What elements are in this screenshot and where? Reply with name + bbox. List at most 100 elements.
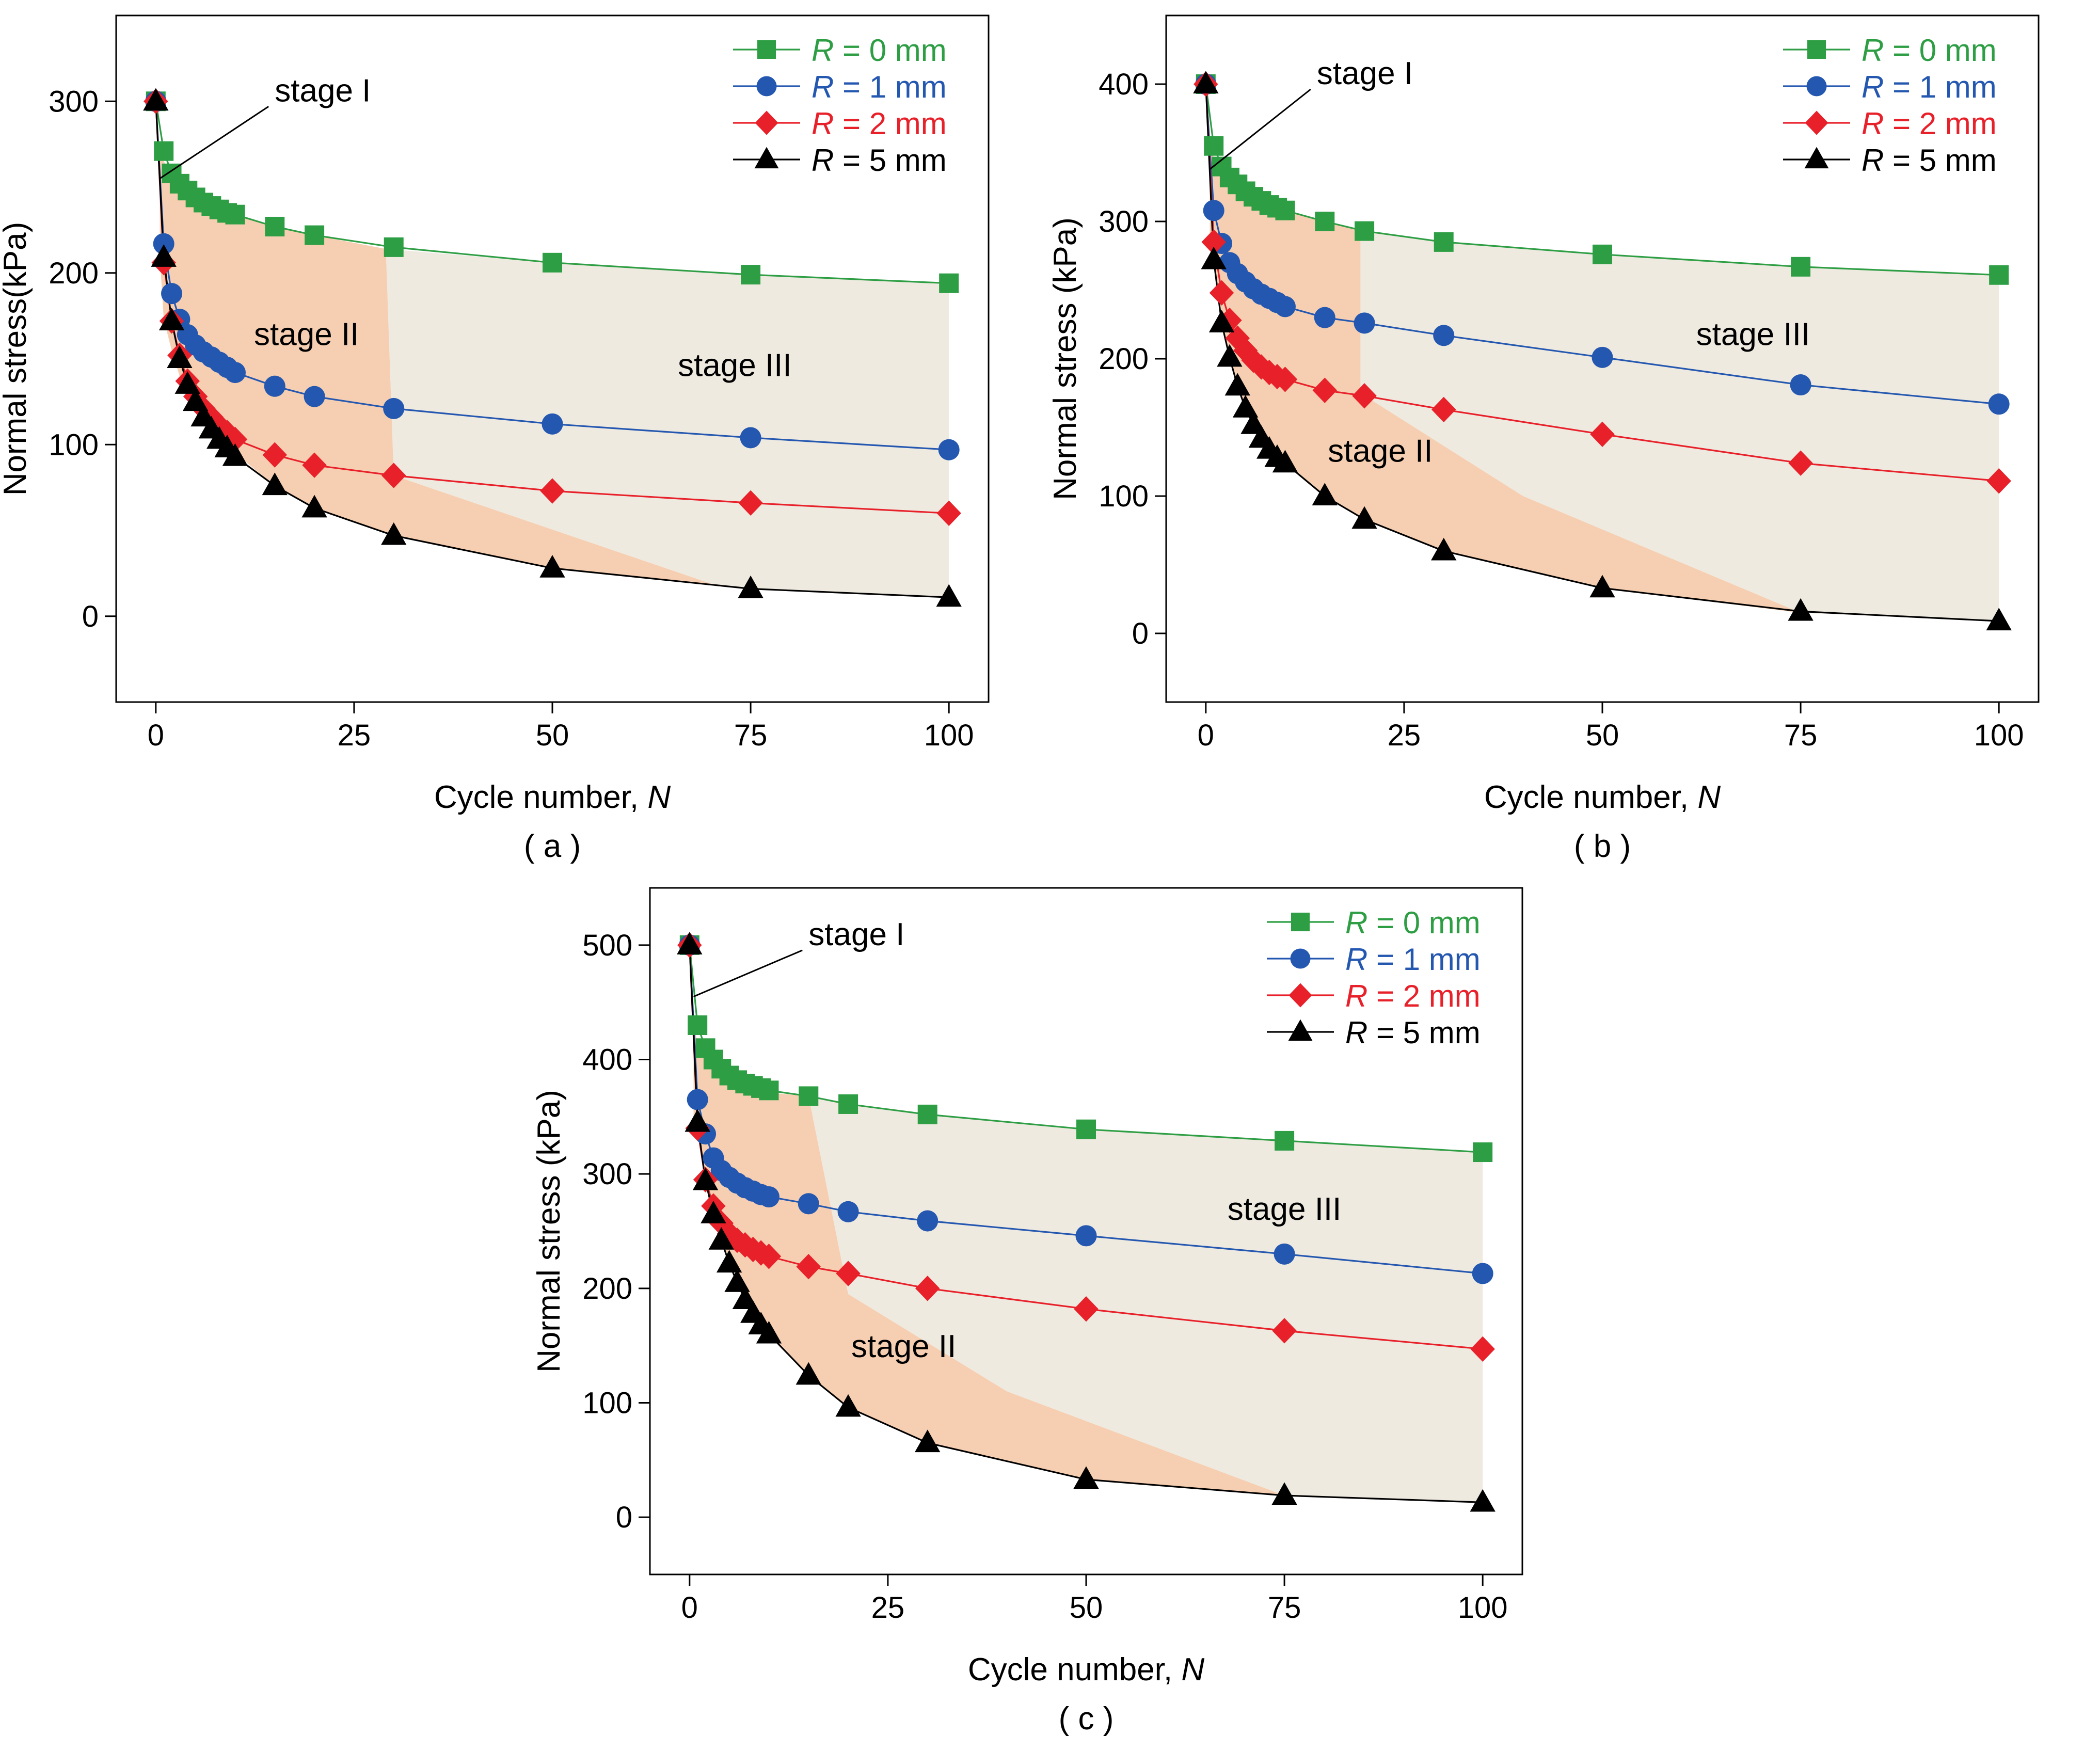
x-tick-label-b-2: 50 bbox=[1586, 719, 1619, 752]
legend-entry-b-1: R = 1 mm bbox=[1783, 70, 1997, 104]
legend-label-unit-c-0: = 0 mm bbox=[1367, 905, 1480, 940]
data-point-a-0-15 bbox=[741, 265, 761, 285]
data-point-c-0-12 bbox=[838, 1094, 858, 1114]
legend-label-c-2: R = 2 mm bbox=[1345, 979, 1481, 1013]
stage1-label-c: stage I bbox=[808, 917, 904, 952]
chart-b-svg: 0 25 50 75 100 0 100 200 300 400 Cycle number, N No… bbox=[1047, 14, 2040, 864]
data-point-b-2-12 bbox=[1352, 383, 1377, 409]
legend-label-var-b-0: R bbox=[1862, 33, 1884, 68]
data-point-a-3-5 bbox=[182, 388, 209, 411]
data-point-a-1-11 bbox=[264, 375, 285, 397]
data-point-b-2-1 bbox=[1201, 229, 1226, 255]
chart-a-svg: 0 25 50 75 100 0 100 200 300 Cycle number, N Norma… bbox=[0, 14, 990, 864]
legend-entry-a-2: R = 2 mm bbox=[733, 106, 947, 141]
panel-label-b: ( b ) bbox=[1574, 829, 1631, 864]
data-point-b-3-15 bbox=[1788, 598, 1813, 621]
legend-label-unit-b-0: = 0 mm bbox=[1884, 33, 1996, 68]
data-point-b-0-11 bbox=[1315, 212, 1335, 231]
data-point-a-3-10 bbox=[222, 443, 248, 466]
x-axis-label-var-a: N bbox=[647, 779, 671, 815]
stage3-region-a bbox=[386, 249, 949, 598]
data-point-b-1-12 bbox=[1354, 312, 1375, 334]
data-point-c-1-14 bbox=[1075, 1225, 1097, 1247]
data-point-a-3-15 bbox=[738, 575, 763, 598]
stage2-region-c bbox=[693, 1025, 1285, 1495]
data-point-a-2-13 bbox=[381, 463, 406, 488]
legend-label-var-a-1: R bbox=[812, 70, 834, 104]
data-point-a-1-13 bbox=[383, 397, 405, 419]
x-tick-label-c-3: 75 bbox=[1268, 1591, 1301, 1625]
legend-label-unit-c-2: = 2 mm bbox=[1367, 979, 1480, 1013]
data-point-b-3-4 bbox=[1224, 373, 1250, 396]
legend-label-var-b-1: R bbox=[1862, 70, 1884, 104]
data-point-c-0-14 bbox=[1076, 1119, 1096, 1139]
legend-label-a-1: R = 1 mm bbox=[812, 70, 947, 104]
data-point-b-0-12 bbox=[1355, 221, 1375, 241]
legend-entry-a-3: R = 5 mm bbox=[733, 143, 947, 178]
data-point-c-3-16 bbox=[1470, 1489, 1496, 1512]
y-tick-label-c-5: 500 bbox=[582, 929, 632, 962]
legend-label-unit-c-1: = 1 mm bbox=[1367, 942, 1480, 977]
data-point-c-1-15 bbox=[1274, 1243, 1295, 1265]
legend-entry-c-1: R = 1 mm bbox=[1267, 942, 1481, 977]
legend-marker-a-0 bbox=[757, 40, 776, 59]
data-point-c-2-13 bbox=[915, 1276, 940, 1301]
legend-entry-c-2: R = 2 mm bbox=[1267, 979, 1481, 1013]
legend-entry-a-1: R = 1 mm bbox=[733, 70, 947, 104]
data-point-a-1-1 bbox=[153, 233, 174, 254]
data-point-c-3-12 bbox=[835, 1394, 861, 1417]
data-point-b-2-2 bbox=[1209, 280, 1234, 306]
stage2-label-a: stage II bbox=[254, 316, 359, 352]
legend-entry-c-3: R = 5 mm bbox=[1267, 1015, 1481, 1050]
data-point-c-3-13 bbox=[915, 1429, 941, 1453]
legend-label-var-b-2: R bbox=[1862, 106, 1884, 141]
x-axis-label-b: Cycle number, N bbox=[1484, 779, 1721, 815]
data-point-c-3-15 bbox=[1271, 1482, 1297, 1505]
data-point-a-3-1 bbox=[151, 244, 177, 267]
y-tick-label-a-1: 100 bbox=[49, 428, 99, 461]
data-point-b-3-11 bbox=[1312, 483, 1338, 506]
y-tick-label-a-0: 0 bbox=[82, 600, 99, 633]
y-tick-label-b-3: 300 bbox=[1099, 205, 1149, 238]
y-tick-label-c-2: 200 bbox=[582, 1272, 632, 1306]
y-tick-label-b-4: 400 bbox=[1099, 68, 1149, 101]
data-point-b-3-2 bbox=[1208, 310, 1235, 332]
data-point-b-3-5 bbox=[1232, 395, 1259, 418]
x-tick-label-c-1: 25 bbox=[871, 1591, 905, 1625]
data-point-c-3-14 bbox=[1073, 1466, 1099, 1489]
data-point-a-3-11 bbox=[262, 472, 288, 496]
y-axis-label-c: Normal stress (kPa) bbox=[534, 1090, 567, 1373]
data-point-b-2-10 bbox=[1272, 367, 1298, 392]
series-markers-a-3 bbox=[143, 88, 962, 607]
data-point-c-0-10 bbox=[759, 1080, 779, 1101]
y-tick-label-b-0: 0 bbox=[1132, 617, 1149, 650]
stage1-label-b: stage I bbox=[1317, 56, 1413, 91]
data-point-c-1-1 bbox=[687, 1089, 708, 1110]
x-tick-label-b-0: 0 bbox=[1198, 719, 1214, 752]
data-point-a-1-2 bbox=[161, 283, 183, 305]
x-tick-label-c-2: 50 bbox=[1070, 1591, 1103, 1625]
data-point-b-1-14 bbox=[1592, 346, 1613, 368]
data-point-a-1-12 bbox=[304, 386, 325, 407]
stage1-label-a: stage I bbox=[275, 73, 371, 108]
data-point-a-1-16 bbox=[938, 439, 960, 460]
data-point-a-2-15 bbox=[738, 490, 763, 516]
y-tick-label-a-3: 300 bbox=[49, 85, 99, 118]
chart-c-svg: 0 25 50 75 100 0 100 200 300 400 500 Cycle number, … bbox=[531, 887, 1523, 1737]
legend-label-unit-a-3: = 5 mm bbox=[834, 143, 946, 178]
data-point-a-0-14 bbox=[543, 252, 562, 273]
legend-label-var-a-3: R bbox=[812, 143, 834, 178]
legend-label-unit-b-2: = 2 mm bbox=[1884, 106, 1996, 141]
x-tick-label-b-4: 100 bbox=[1974, 719, 2024, 752]
legend-label-var-a-2: R bbox=[812, 106, 834, 141]
data-point-b-0-10 bbox=[1275, 200, 1295, 220]
series-markers-c-1 bbox=[679, 934, 1493, 1284]
data-point-a-0-13 bbox=[384, 237, 404, 257]
legend-marker-b-2 bbox=[1805, 110, 1828, 135]
data-point-b-3-0 bbox=[1193, 71, 1219, 94]
data-point-a-0-11 bbox=[265, 216, 285, 236]
x-axis-label-text-b: Cycle number, bbox=[1484, 779, 1698, 815]
x-tick-label-c-4: 100 bbox=[1458, 1591, 1508, 1625]
x-axis-label-text-c: Cycle number, bbox=[968, 1652, 1182, 1688]
data-point-a-3-0 bbox=[143, 88, 169, 111]
